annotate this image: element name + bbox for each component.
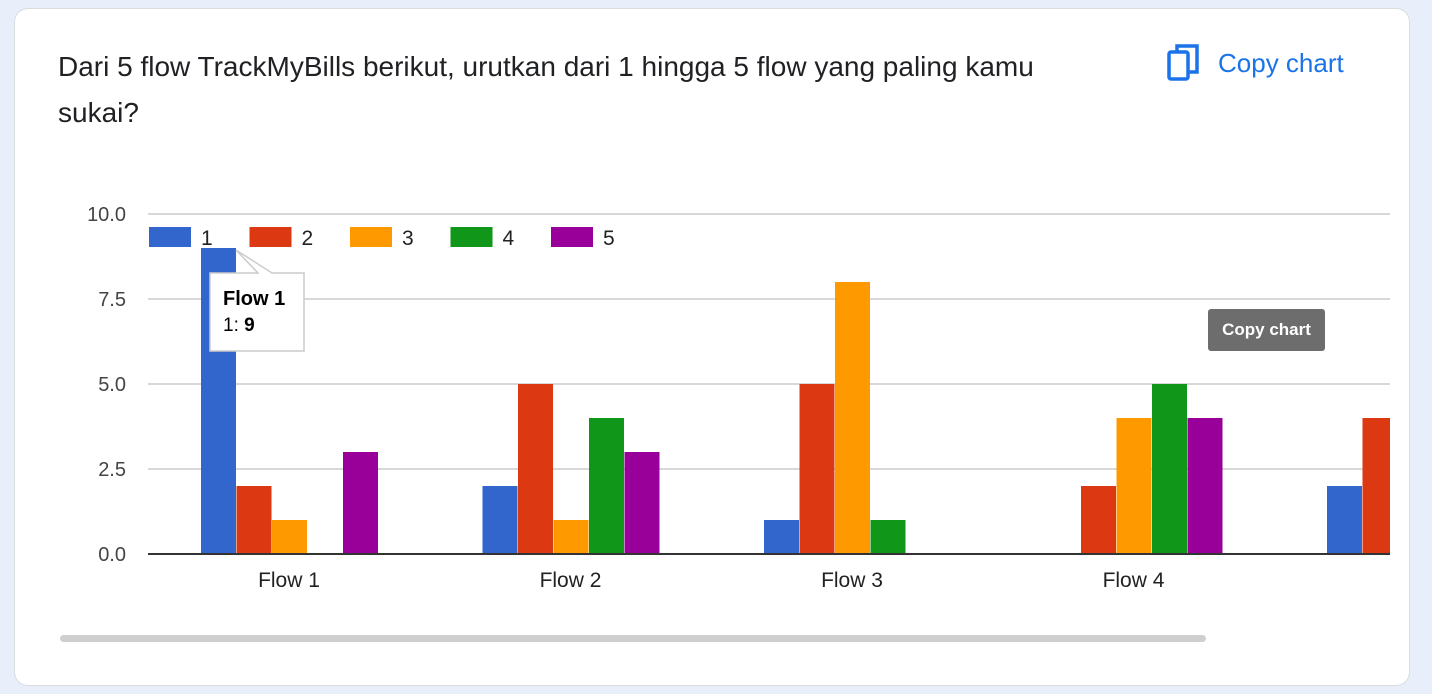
question-title: Dari 5 flow TrackMyBills berikut, urutka… <box>58 51 1034 128</box>
bar-3-flow-3[interactable] <box>835 282 870 554</box>
legend: 1 2 3 4 5 <box>149 227 615 250</box>
copy-chart-label: Copy chart <box>1218 47 1344 78</box>
hover-tooltip-sep: : <box>234 315 245 336</box>
bar-2-f[interactable] <box>1362 418 1398 554</box>
legend-swatch-1 <box>149 227 191 247</box>
x-tick-label: Flow 1 <box>258 569 320 592</box>
hover-tooltip-value: 9 <box>244 315 255 336</box>
x-tick-label: Flow 2 <box>540 569 602 592</box>
x-tick-label: F <box>1409 569 1422 592</box>
copy-chart-button[interactable]: Copy chart <box>1166 40 1344 86</box>
y-tick-label: 10.0 <box>87 204 126 226</box>
bar-3-flow-2[interactable] <box>553 520 589 554</box>
y-tick-label: 5.0 <box>98 374 126 396</box>
bar-2-flow-2[interactable] <box>518 384 553 554</box>
bar-3-flow-1[interactable] <box>272 520 307 554</box>
bar-4-flow-3[interactable] <box>870 520 906 554</box>
bar-3-flow-4[interactable] <box>1116 418 1152 554</box>
bar-5-flow-1[interactable] <box>343 452 378 554</box>
legend-swatch-3 <box>350 227 392 247</box>
bars <box>201 248 1398 554</box>
y-tick-label: 0.0 <box>98 544 126 566</box>
bar-2-flow-4[interactable] <box>1081 486 1116 554</box>
x-axis: Flow 1 Flow 2 Flow 3 Flow 4 F <box>258 569 1422 592</box>
bar-1-flow-2[interactable] <box>482 486 518 554</box>
hover-tooltip-series: 1 <box>223 315 234 336</box>
legend-label-1[interactable]: 1 <box>201 227 213 250</box>
copy-icon <box>1166 43 1202 83</box>
y-axis: 0.0 2.5 5.0 7.5 10.0 <box>87 204 126 566</box>
legend-swatch-5 <box>551 227 593 247</box>
legend-label-3[interactable]: 3 <box>402 227 414 250</box>
bar-2-flow-1[interactable] <box>236 486 272 554</box>
hover-tooltip-row: 1: 9 <box>223 315 255 336</box>
bar-5-flow-4[interactable] <box>1187 418 1223 554</box>
horizontal-scrollbar[interactable] <box>60 635 1206 642</box>
legend-swatch-4 <box>450 227 493 247</box>
legend-label-2[interactable]: 2 <box>302 227 314 250</box>
bar-4-flow-4[interactable] <box>1152 384 1187 554</box>
hover-tooltip-title: Flow 1 <box>223 288 285 310</box>
y-tick-label: 2.5 <box>98 459 126 481</box>
hover-tooltip: Flow 1 1: 9 <box>209 249 305 352</box>
x-tick-label: Flow 4 <box>1103 569 1165 592</box>
hover-tooltip-box <box>209 249 305 352</box>
copy-chart-tooltip: Copy chart <box>1208 309 1325 351</box>
legend-swatch-2 <box>249 227 292 247</box>
bar-5-flow-2[interactable] <box>624 452 660 554</box>
bar-2-flow-3[interactable] <box>799 384 835 554</box>
legend-label-4[interactable]: 4 <box>503 227 515 250</box>
x-tick-label: Flow 3 <box>821 569 883 592</box>
y-tick-label: 7.5 <box>98 289 126 311</box>
bar-1-flow-3[interactable] <box>764 520 799 554</box>
bar-1-f[interactable] <box>1327 486 1362 554</box>
legend-label-5[interactable]: 5 <box>603 227 615 250</box>
bar-4-flow-2[interactable] <box>589 418 624 554</box>
